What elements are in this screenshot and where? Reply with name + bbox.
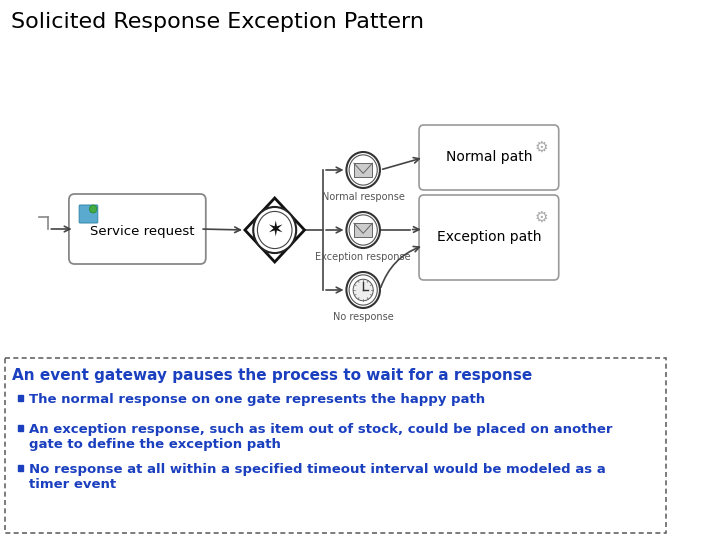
Text: No response at all within a specified timeout interval would be modeled as a
tim: No response at all within a specified ti… [29, 463, 606, 491]
Circle shape [346, 212, 380, 248]
FancyBboxPatch shape [419, 125, 559, 190]
FancyBboxPatch shape [419, 195, 559, 280]
Bar [18, 395, 23, 401]
Polygon shape [245, 198, 305, 262]
Text: An event gateway pauses the process to wait for a response: An event gateway pauses the process to w… [12, 368, 532, 383]
FancyBboxPatch shape [69, 194, 206, 264]
Bar [354, 223, 372, 237]
Text: Normal path: Normal path [446, 151, 532, 165]
Bar [18, 425, 23, 431]
Text: Service request: Service request [90, 225, 194, 238]
Circle shape [89, 205, 97, 213]
Text: ⚙: ⚙ [534, 140, 548, 155]
Text: Solicited Response Exception Pattern: Solicited Response Exception Pattern [12, 12, 424, 32]
Text: Exception path: Exception path [436, 231, 541, 245]
Circle shape [258, 212, 292, 248]
Circle shape [349, 215, 377, 245]
Text: The normal response on one gate represents the happy path: The normal response on one gate represen… [29, 393, 485, 406]
Circle shape [346, 152, 380, 188]
Circle shape [349, 275, 377, 305]
Circle shape [253, 207, 296, 253]
Circle shape [346, 272, 380, 308]
Text: Exception response: Exception response [315, 252, 411, 262]
Bar [354, 163, 372, 177]
Text: ⚙: ⚙ [534, 210, 548, 225]
Bar [18, 465, 23, 471]
Bar [4, 358, 666, 533]
Circle shape [353, 279, 373, 301]
Text: No response: No response [333, 312, 394, 322]
Text: Normal response: Normal response [322, 192, 405, 202]
Circle shape [349, 155, 377, 185]
Text: ✶: ✶ [266, 220, 284, 240]
Text: An exception response, such as item out of stock, could be placed on another
gat: An exception response, such as item out … [29, 423, 613, 451]
FancyBboxPatch shape [79, 205, 98, 223]
